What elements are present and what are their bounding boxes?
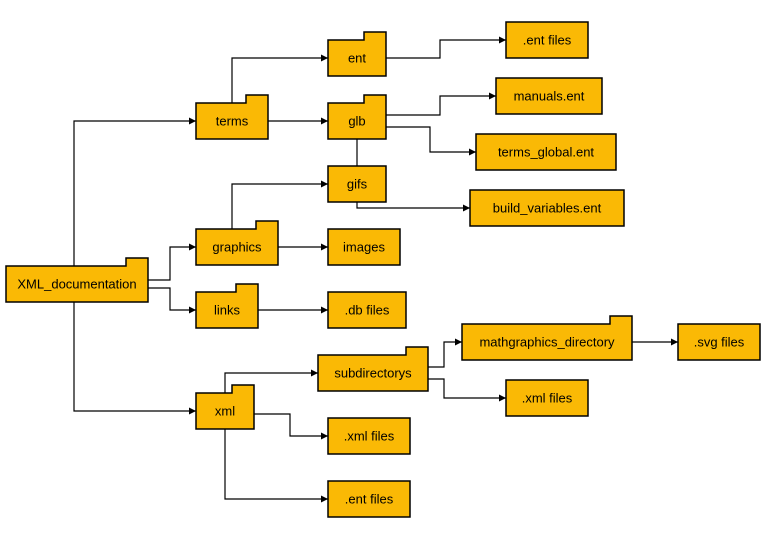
edge-ent-entfiles [386,40,506,58]
node-label-entfiles: .ent files [523,33,572,48]
node-label-images: images [343,240,385,255]
node-label-manuals: manuals.ent [514,89,585,104]
node-label-buildvar: build_variables.ent [493,201,602,216]
edge-root-links [148,288,196,310]
node-entfiles: .ent files [506,22,588,58]
node-xmlfiles1: .xml files [328,418,410,454]
node-label-gifs: gifs [347,177,368,192]
node-label-mathdir: mathgraphics_directory [479,335,615,350]
node-label-ent: ent [348,51,366,66]
edge-subdirs-mathdir [428,342,462,367]
node-dbfiles: .db files [328,292,406,328]
node-root: XML_documentation [6,258,148,302]
node-glb: glb [328,95,386,139]
node-svgfiles: .svg files [678,324,760,360]
node-images: images [328,229,400,265]
node-gifs: gifs [328,166,386,202]
node-label-subdirs: subdirectorys [334,366,412,381]
node-label-xml: xml [215,404,235,419]
edge-xml-entfiles2 [225,429,328,499]
node-label-xmlfiles1: .xml files [344,429,395,444]
node-label-entfiles2: .ent files [345,492,394,507]
node-termsglb: terms_global.ent [476,134,616,170]
node-subdirs: subdirectorys [318,347,428,391]
node-label-dbfiles: .db files [345,303,390,318]
node-label-termsglb: terms_global.ent [498,145,594,160]
node-graphics: graphics [196,221,278,265]
node-xmlfiles2: .xml files [506,380,588,416]
edge-graphics-gifs [232,184,328,229]
node-label-root: XML_documentation [17,277,136,292]
node-ent: ent [328,32,386,76]
edge-xml-xmlfiles1 [254,414,328,436]
node-label-links: links [214,303,241,318]
node-label-xmlfiles2: .xml files [522,391,573,406]
node-manuals: manuals.ent [496,78,602,114]
node-mathdir: mathgraphics_directory [462,316,632,360]
node-label-terms: terms [216,114,249,129]
node-label-graphics: graphics [212,240,262,255]
node-label-svgfiles: .svg files [694,335,745,350]
edge-root-xml [74,302,196,411]
edge-glb-manuals [386,96,496,115]
edge-root-terms [74,121,196,266]
directory-tree-diagram: XML_documentation terms graphics links xml en… [0,0,768,535]
edge-subdirs-xmlfiles2 [428,379,506,398]
edge-root-graphics [148,247,196,280]
node-links: links [196,284,258,328]
edge-glb-termsglb [386,127,476,152]
node-buildvar: build_variables.ent [470,190,624,226]
node-entfiles2: .ent files [328,481,410,517]
node-label-glb: glb [348,114,365,129]
